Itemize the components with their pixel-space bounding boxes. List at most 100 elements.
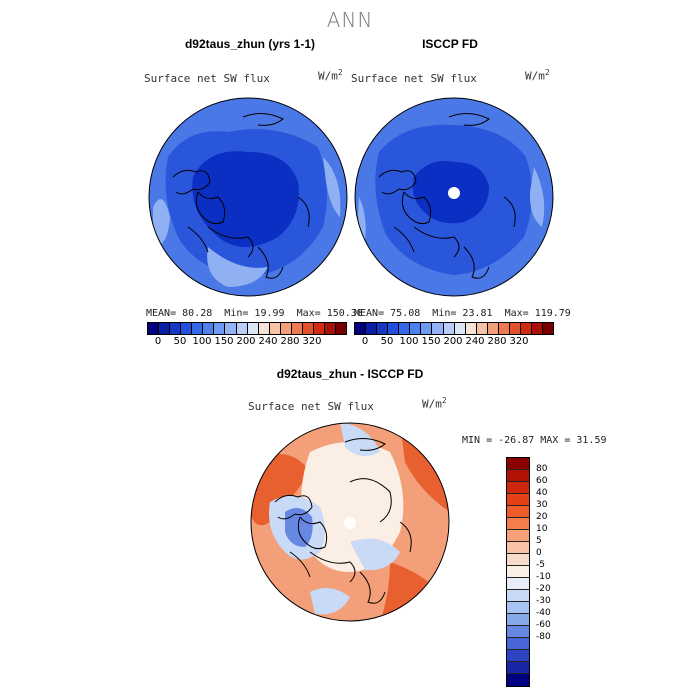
colorbar-swatch xyxy=(507,518,529,530)
colorbar-tick-label: 280 xyxy=(280,336,300,347)
diff-panel-title: d92taus_zhun - ISCCP FD xyxy=(276,367,424,381)
colorbar-swatch xyxy=(507,650,529,662)
colorbar-swatch xyxy=(325,323,337,334)
colorbar-swatch xyxy=(507,470,529,482)
colorbar-swatch xyxy=(366,323,378,334)
colorbar-swatch xyxy=(302,323,314,334)
colorbar-swatch xyxy=(443,323,455,334)
colorbar-swatch xyxy=(532,323,544,334)
colorbar-tick-label: 80 xyxy=(536,464,548,474)
colorbar-swatch xyxy=(377,323,389,334)
colorbar-swatch xyxy=(507,578,529,590)
colorbar-swatch xyxy=(410,323,422,334)
colorbar-tick-label: 100 xyxy=(399,336,419,347)
panel-2-units: W/m2 xyxy=(525,68,550,83)
colorbar-tick-label: 200 xyxy=(236,336,256,347)
colorbar-swatch xyxy=(543,323,554,334)
colorbar-swatch xyxy=(421,323,433,334)
colorbar-swatch xyxy=(476,323,488,334)
coastlines xyxy=(172,113,310,279)
colorbar-tick-label: 50 xyxy=(380,336,394,347)
colorbar-swatch xyxy=(291,323,303,334)
colorbar-swatch xyxy=(214,323,226,334)
colorbar-swatch xyxy=(507,530,529,542)
colorbar-swatch xyxy=(269,323,281,334)
colorbar-tick-label: 150 xyxy=(214,336,234,347)
colorbar-tick-label: 20 xyxy=(536,512,548,522)
colorbar-swatch xyxy=(507,458,529,470)
diff-panel-units: W/m2 xyxy=(422,396,447,411)
pole-missing-data xyxy=(448,187,460,199)
colorbar-tick-label: 240 xyxy=(465,336,485,347)
panel-1-colorbar-labels: 0 50 100 150 200 240 280 320 xyxy=(147,336,345,350)
colorbar-tick-label: 240 xyxy=(258,336,278,347)
colorbar-tick-label: 320 xyxy=(302,336,322,347)
colorbar-tick-label: 30 xyxy=(536,500,548,510)
panel-2-title: ISCCP FD xyxy=(422,37,478,51)
colorbar-tick-label: 200 xyxy=(443,336,463,347)
colorbar-swatch xyxy=(507,566,529,578)
colorbar-swatch xyxy=(498,323,510,334)
colorbar-tick-label: 0 xyxy=(154,336,162,347)
colorbar-tick-label: 40 xyxy=(536,488,548,498)
colorbar-swatch xyxy=(507,482,529,494)
colorbar-swatch xyxy=(507,638,529,650)
panel-2-colorbar-labels: 0 50 100 150 200 240 280 320 xyxy=(354,336,552,350)
diff-panel-variable-label: Surface net SW flux xyxy=(248,400,374,413)
panel-1-stats: MEAN= 80.28 Min= 19.99 Max= 150.38 xyxy=(146,308,363,319)
colorbar-swatch xyxy=(192,323,204,334)
panel-2-variable-label: Surface net SW flux xyxy=(351,72,477,85)
colorbar-tick-label: 0 xyxy=(361,336,369,347)
colorbar-swatch xyxy=(509,323,521,334)
panel-2-colorbar xyxy=(354,322,554,335)
colorbar-swatch xyxy=(388,323,400,334)
colorbar-swatch xyxy=(465,323,477,334)
colorbar-swatch xyxy=(507,506,529,518)
colorbar-swatch xyxy=(507,494,529,506)
colorbar-tick-label: 10 xyxy=(536,524,548,534)
colorbar-swatch xyxy=(507,590,529,602)
colorbar-swatch xyxy=(520,323,532,334)
panel-1-units: W/m2 xyxy=(318,68,343,83)
panel-2-polar-map xyxy=(354,97,554,297)
colorbar-tick-label: 50 xyxy=(173,336,187,347)
colorbar-tick-label: 60 xyxy=(536,476,548,486)
colorbar-tick-label: -30 xyxy=(536,596,551,606)
colorbar-swatch xyxy=(181,323,193,334)
panel-1-colorbar xyxy=(147,322,347,335)
colorbar-tick-label: 5 xyxy=(536,536,542,546)
colorbar-swatch xyxy=(399,323,411,334)
colorbar-swatch xyxy=(507,602,529,614)
colorbar-tick-label: 0 xyxy=(536,548,542,558)
diff-polar-map xyxy=(250,422,450,622)
colorbar-swatch xyxy=(159,323,171,334)
colorbar-tick-label: -5 xyxy=(536,560,545,570)
colorbar-tick-label: 280 xyxy=(487,336,507,347)
colorbar-swatch xyxy=(203,323,215,334)
colorbar-swatch xyxy=(247,323,259,334)
colorbar-tick-label: -20 xyxy=(536,584,551,594)
colorbar-swatch xyxy=(225,323,237,334)
colorbar-swatch xyxy=(507,626,529,638)
diff-colorbar xyxy=(506,457,530,687)
colorbar-swatch xyxy=(355,323,367,334)
colorbar-swatch xyxy=(258,323,270,334)
colorbar-swatch xyxy=(170,323,182,334)
panel-1-variable-label: Surface net SW flux xyxy=(144,72,270,85)
colorbar-swatch xyxy=(507,554,529,566)
colorbar-swatch xyxy=(236,323,248,334)
colorbar-swatch xyxy=(148,323,160,334)
colorbar-swatch xyxy=(432,323,444,334)
colorbar-swatch xyxy=(507,614,529,626)
colorbar-swatch xyxy=(507,662,529,674)
main-title: ANN xyxy=(326,8,374,32)
colorbar-tick-label: 320 xyxy=(509,336,529,347)
colorbar-swatch xyxy=(507,674,529,686)
colorbar-swatch xyxy=(454,323,466,334)
panel-1-title: d92taus_zhun (yrs 1-1) xyxy=(184,37,316,51)
colorbar-tick-label: -60 xyxy=(536,620,551,630)
colorbar-tick-label: 100 xyxy=(192,336,212,347)
colorbar-tick-label: -40 xyxy=(536,608,551,618)
colorbar-tick-label: -10 xyxy=(536,572,551,582)
